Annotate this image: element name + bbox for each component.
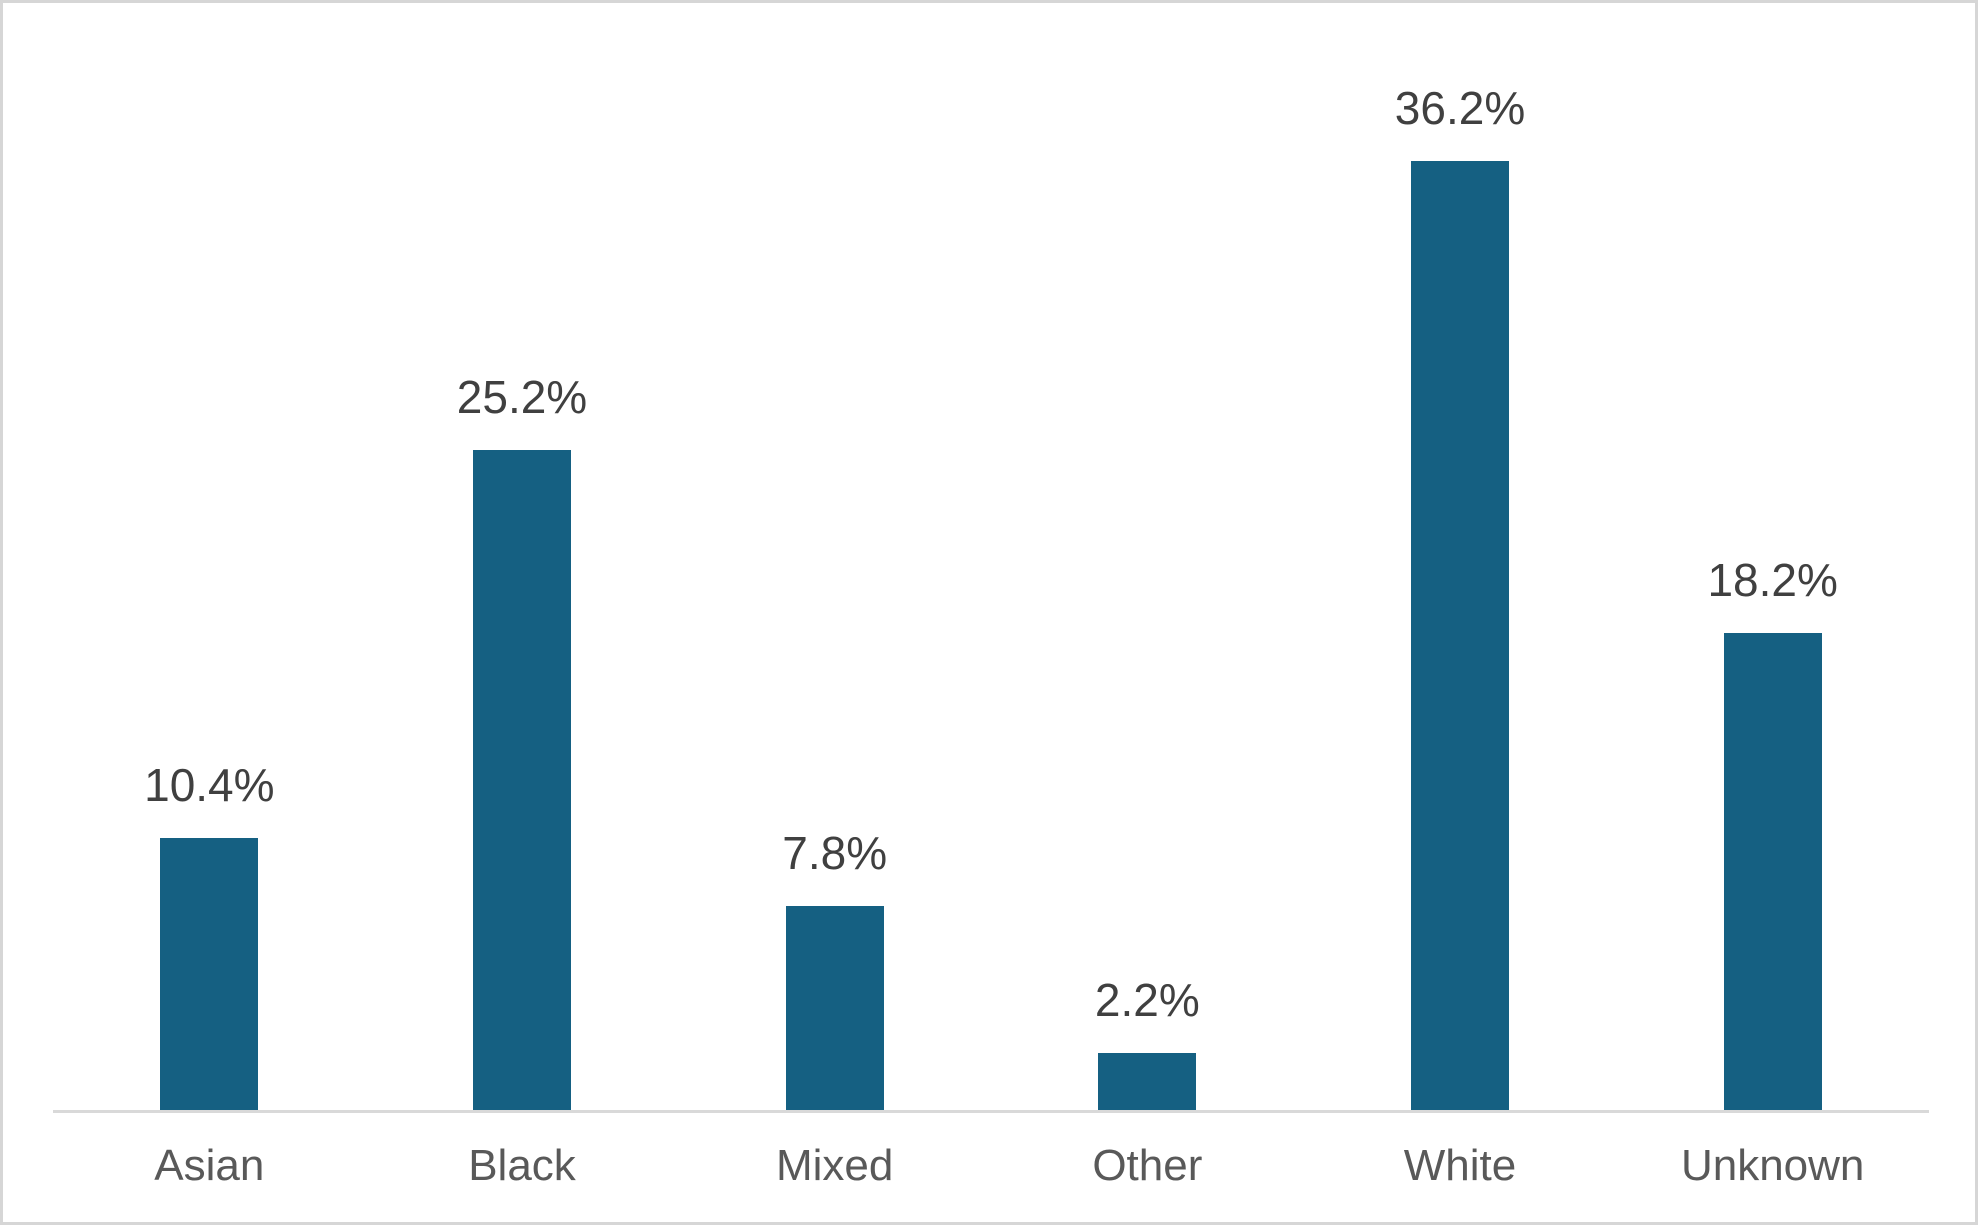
category-label-unknown: Unknown (1680, 1141, 1865, 1190)
plot-area: 10.4% 25.2% 7.8% 2.2% 36.2% 18.2% (53, 61, 1929, 1111)
bar-column-unknown: 18.2% (1616, 61, 1929, 1111)
x-axis-line (53, 1110, 1929, 1113)
bar-column-mixed: 7.8% (678, 61, 991, 1111)
data-label-black: 25.2% (456, 370, 588, 423)
bar-mixed (785, 906, 884, 1111)
category-label-asian: Asian (154, 1141, 265, 1190)
bar-black (473, 449, 571, 1111)
data-label-other: 2.2% (1094, 974, 1200, 1027)
category-label-black: Black (468, 1141, 576, 1190)
bar-other (1098, 1053, 1197, 1111)
bar-column-black: 25.2% (366, 61, 679, 1111)
data-label-white: 36.2% (1394, 81, 1526, 134)
bar-column-asian: 10.4% (53, 61, 366, 1111)
category-label-white: White (1403, 1141, 1517, 1190)
category-label-mixed: Mixed (775, 1141, 894, 1190)
bar-white (1411, 160, 1510, 1111)
x-axis-labels: Asian Black Mixed Other White Unknown (53, 1141, 1929, 1192)
bar-column-other: 2.2% (991, 61, 1304, 1111)
bar-unknown (1723, 633, 1822, 1111)
bar-asian (160, 838, 259, 1111)
data-label-asian: 10.4% (144, 759, 275, 812)
bar-column-white: 36.2% (1304, 61, 1617, 1111)
data-label-mixed: 7.8% (782, 827, 888, 880)
category-label-other: Other (1092, 1141, 1203, 1190)
data-label-unknown: 18.2% (1707, 554, 1838, 607)
